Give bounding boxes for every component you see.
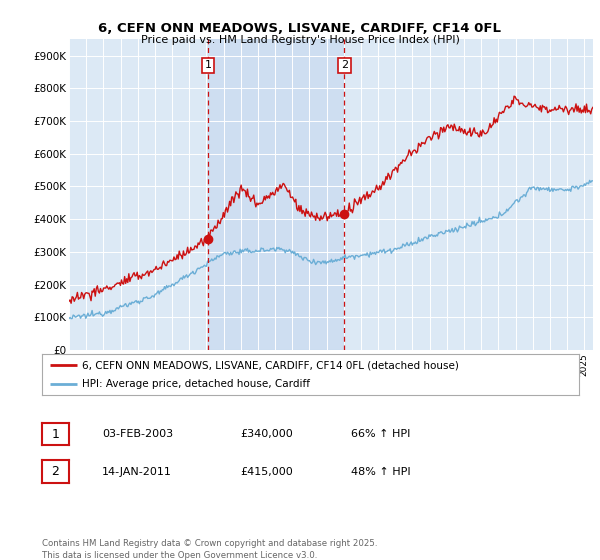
Text: 6, CEFN ONN MEADOWS, LISVANE, CARDIFF, CF14 0FL: 6, CEFN ONN MEADOWS, LISVANE, CARDIFF, C… — [98, 22, 502, 35]
Text: Contains HM Land Registry data © Crown copyright and database right 2025.
This d: Contains HM Land Registry data © Crown c… — [42, 539, 377, 559]
Text: 6, CEFN ONN MEADOWS, LISVANE, CARDIFF, CF14 0FL (detached house): 6, CEFN ONN MEADOWS, LISVANE, CARDIFF, C… — [82, 361, 459, 370]
Text: 14-JAN-2011: 14-JAN-2011 — [102, 466, 172, 477]
Text: 2: 2 — [52, 465, 59, 478]
Text: £340,000: £340,000 — [240, 429, 293, 439]
Text: 48% ↑ HPI: 48% ↑ HPI — [351, 466, 410, 477]
Text: 2: 2 — [341, 60, 348, 71]
Text: Price paid vs. HM Land Registry's House Price Index (HPI): Price paid vs. HM Land Registry's House … — [140, 35, 460, 45]
Bar — [208, 39, 344, 350]
Text: 1: 1 — [52, 427, 59, 441]
Text: 03-FEB-2003: 03-FEB-2003 — [102, 429, 173, 439]
Text: 66% ↑ HPI: 66% ↑ HPI — [351, 429, 410, 439]
Text: HPI: Average price, detached house, Cardiff: HPI: Average price, detached house, Card… — [82, 379, 310, 389]
Text: 1: 1 — [205, 60, 211, 71]
Text: £415,000: £415,000 — [240, 466, 293, 477]
